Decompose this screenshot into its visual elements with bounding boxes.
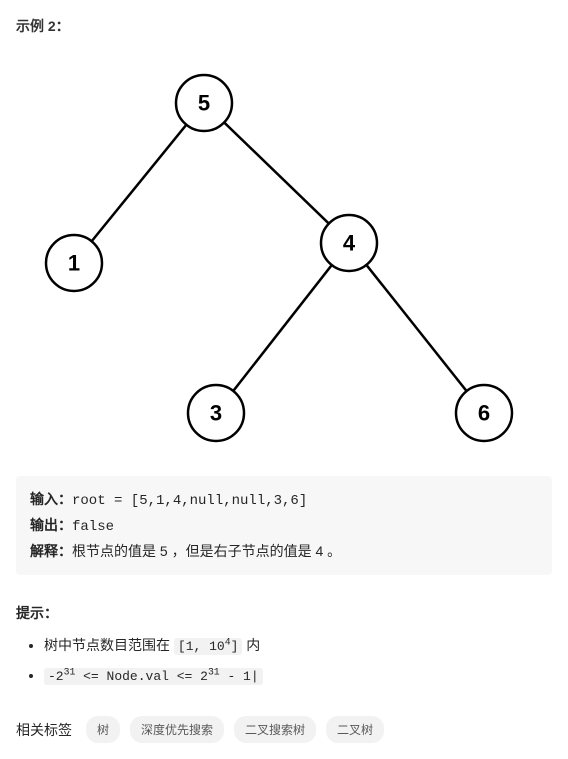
output-label: 输出：	[30, 517, 72, 533]
tree-node-label: 3	[210, 401, 222, 426]
tree-node-label: 1	[68, 251, 80, 276]
tag-pill[interactable]: 二叉树	[326, 716, 384, 743]
tree-edge	[233, 265, 331, 391]
explain-label: 解释：	[30, 543, 72, 559]
hint1-range: [1, 104]	[174, 638, 242, 655]
tag-pill[interactable]: 深度优先搜索	[130, 716, 224, 743]
hints-heading: 提示：	[16, 603, 552, 623]
hint2-range: -231 <= Node.val <= 231 - 1|	[44, 668, 263, 685]
binary-tree-diagram: 5 1 4 3 6	[24, 48, 544, 458]
hints-list: 树中节点数目范围在 [1, 104] 内 -231 <= Node.val <=…	[16, 633, 552, 688]
example-heading: 示例 2：	[16, 16, 552, 36]
hint-item: -231 <= Node.val <= 231 - 1|	[44, 663, 552, 688]
tree-node-label: 5	[198, 91, 210, 116]
input-label: 输入：	[30, 491, 72, 507]
output-value: false	[72, 519, 114, 535]
tree-node-label: 4	[343, 231, 356, 256]
cursor-caret: |	[251, 669, 259, 684]
tag-pill[interactable]: 二叉搜索树	[234, 716, 316, 743]
example-code-block: 输入：root = [5,1,4,null,null,3,6] 输出：false…	[16, 476, 552, 575]
tag-pill[interactable]: 树	[86, 716, 120, 743]
explain-value: 根节点的值是 5 ，但是右子节点的值是 4 。	[72, 543, 341, 559]
tree-edge	[92, 125, 187, 242]
input-value: root = [5,1,4,null,null,3,6]	[72, 493, 307, 509]
tags-label: 相关标签	[16, 720, 72, 740]
hint1-prefix: 树中节点数目范围在	[44, 637, 174, 653]
tree-node-label: 6	[478, 401, 490, 426]
tree-edge	[224, 122, 329, 223]
tags-row: 相关标签 树深度优先搜索二叉搜索树二叉树	[16, 716, 552, 743]
tree-edge	[366, 265, 466, 391]
hint-item: 树中节点数目范围在 [1, 104] 内	[44, 633, 552, 658]
hint1-suffix: 内	[242, 637, 260, 653]
